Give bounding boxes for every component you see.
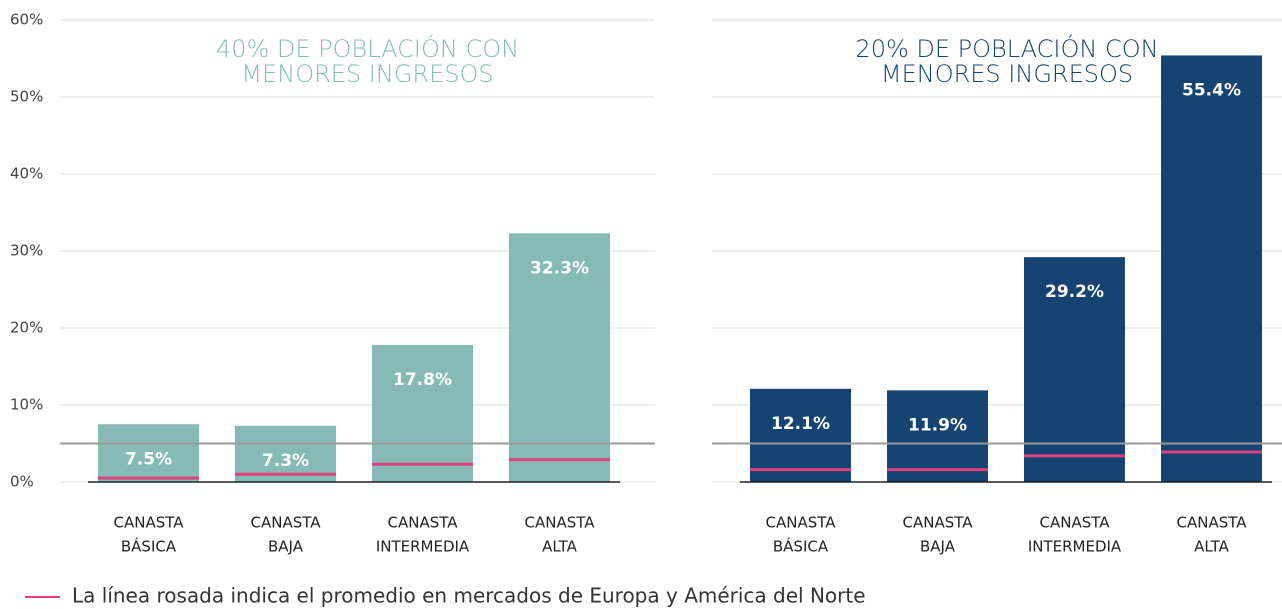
x-tick-label: BAJA bbox=[920, 538, 956, 556]
x-tick-label: CANASTA bbox=[114, 514, 185, 532]
x-tick-label: CANASTA bbox=[388, 514, 459, 532]
y-tick-label: 60% bbox=[10, 11, 43, 29]
x-tick-label: CANASTA bbox=[1040, 514, 1111, 532]
chart-title: MENORES INGRESOS bbox=[241, 60, 493, 88]
x-tick-label: CANASTA bbox=[1177, 514, 1248, 532]
value-label: 12.1% bbox=[771, 414, 830, 434]
y-tick-label: 50% bbox=[10, 88, 43, 106]
x-tick-label: CANASTA bbox=[766, 514, 837, 532]
chart-title: 40% DE POBLACIÓN CON bbox=[216, 33, 519, 63]
x-tick-label: INTERMEDIA bbox=[376, 538, 470, 556]
y-tick-label: 20% bbox=[10, 319, 43, 337]
x-tick-label: BAJA bbox=[268, 538, 304, 556]
y-tick-label: 10% bbox=[10, 396, 43, 414]
value-label: 7.3% bbox=[262, 451, 309, 471]
bar bbox=[887, 390, 988, 482]
x-tick-label: CANASTA bbox=[903, 514, 974, 532]
bar bbox=[235, 425, 336, 482]
bar bbox=[98, 424, 199, 482]
value-label: 7.5% bbox=[125, 449, 172, 469]
chart-title: MENORES INGRESOS bbox=[881, 60, 1133, 88]
bar bbox=[1024, 257, 1125, 482]
bar bbox=[509, 233, 610, 482]
x-tick-label: INTERMEDIA bbox=[1028, 538, 1122, 556]
value-label: 11.9% bbox=[908, 415, 967, 435]
bar bbox=[750, 388, 851, 482]
y-tick-label: 40% bbox=[10, 165, 43, 183]
x-tick-label: BÁSICA bbox=[121, 537, 177, 556]
bar bbox=[372, 344, 473, 482]
y-tick-label: 0% bbox=[10, 473, 34, 491]
chart-title: 20% DE POBLACIÓN CON bbox=[855, 33, 1158, 63]
value-label: 29.2% bbox=[1045, 282, 1104, 302]
y-tick-label: 30% bbox=[10, 242, 43, 260]
legend-text: La línea rosada indica el promedio en me… bbox=[72, 584, 866, 608]
bar bbox=[1161, 55, 1262, 483]
x-tick-label: ALTA bbox=[1194, 538, 1230, 556]
x-tick-label: BÁSICA bbox=[773, 537, 829, 556]
value-label: 17.8% bbox=[393, 370, 452, 390]
x-tick-label: CANASTA bbox=[251, 514, 322, 532]
x-tick-label: ALTA bbox=[542, 538, 578, 556]
value-label: 32.3% bbox=[530, 258, 589, 278]
x-tick-label: CANASTA bbox=[525, 514, 596, 532]
value-label: 55.4% bbox=[1182, 80, 1241, 100]
